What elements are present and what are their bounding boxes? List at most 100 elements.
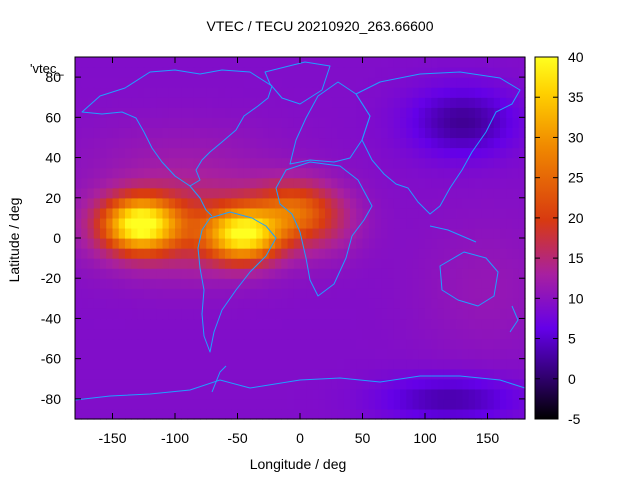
heatmap-cell xyxy=(500,177,507,189)
colorbar-tick-label: 25 xyxy=(568,170,584,186)
heatmap-cell xyxy=(93,147,101,159)
heatmap-cell xyxy=(268,258,276,269)
heatmap-cell xyxy=(387,147,395,159)
heatmap-cell xyxy=(312,77,320,88)
heatmap-cell xyxy=(125,288,132,299)
heatmap-cell xyxy=(243,227,251,239)
heatmap-cell xyxy=(318,378,326,390)
heatmap-cell xyxy=(431,408,439,420)
heatmap-cell xyxy=(312,57,320,68)
heatmap-cell xyxy=(456,238,464,249)
heatmap-cell xyxy=(81,318,89,330)
heatmap-cell xyxy=(350,57,357,68)
heatmap-cell xyxy=(468,328,476,340)
heatmap-cell xyxy=(212,157,220,169)
heatmap-cell xyxy=(212,127,220,139)
heatmap-cell xyxy=(156,388,164,400)
heatmap-cell xyxy=(106,398,114,410)
heatmap-cell xyxy=(362,217,370,229)
heatmap-cell xyxy=(293,258,301,269)
heatmap-cell xyxy=(393,328,401,340)
heatmap-cell xyxy=(256,167,264,179)
heatmap-cell xyxy=(400,87,407,98)
heatmap-cell xyxy=(250,348,257,360)
heatmap-cell xyxy=(406,248,414,259)
heatmap-cell xyxy=(156,278,164,289)
heatmap-cell xyxy=(418,318,426,330)
heatmap-cell xyxy=(337,217,345,229)
heatmap-cell xyxy=(231,197,239,209)
heatmap-cell xyxy=(181,67,189,78)
heatmap-cell xyxy=(500,248,507,259)
heatmap-cell xyxy=(181,358,189,370)
heatmap-cell xyxy=(81,288,89,299)
heatmap-cell xyxy=(400,77,407,88)
heatmap-cell xyxy=(518,268,526,279)
heatmap-cell xyxy=(468,207,476,219)
heatmap-cell xyxy=(393,408,401,420)
heatmap-cell xyxy=(212,177,220,189)
heatmap-cell xyxy=(362,147,370,159)
heatmap-cell xyxy=(325,227,332,239)
heatmap-cell xyxy=(412,258,420,269)
heatmap-cell xyxy=(512,77,520,88)
heatmap-cell xyxy=(143,207,151,219)
heatmap-cell xyxy=(250,268,257,279)
heatmap-cell xyxy=(250,137,257,149)
heatmap-cell xyxy=(325,137,332,149)
heatmap-cell xyxy=(443,258,451,269)
heatmap-cell xyxy=(487,137,495,149)
heatmap-cell xyxy=(475,398,482,410)
heatmap-cell xyxy=(443,207,451,219)
heatmap-cell xyxy=(231,408,239,420)
heatmap-cell xyxy=(81,147,89,159)
heatmap-cell xyxy=(137,358,145,370)
heatmap-cell xyxy=(156,87,164,98)
heatmap-cell xyxy=(418,338,426,350)
heatmap-cell xyxy=(256,57,264,68)
heatmap-cell xyxy=(218,197,226,209)
heatmap-cell xyxy=(131,147,139,159)
heatmap-cell xyxy=(275,227,282,239)
heatmap-cell xyxy=(450,378,457,390)
heatmap-cell xyxy=(181,288,189,299)
heatmap-cell xyxy=(431,258,439,269)
heatmap-cell xyxy=(393,318,401,330)
heatmap-cell xyxy=(181,258,189,269)
heatmap-cell xyxy=(493,227,501,239)
heatmap-cell xyxy=(143,238,151,249)
heatmap-cell xyxy=(337,117,345,128)
heatmap-cell xyxy=(487,388,495,400)
heatmap-cell xyxy=(412,67,420,78)
heatmap-cell xyxy=(75,288,82,299)
heatmap-cell xyxy=(87,127,95,139)
heatmap-cell xyxy=(381,288,389,299)
heatmap-cell xyxy=(418,177,426,189)
heatmap-cell xyxy=(275,328,282,340)
heatmap-cell xyxy=(312,87,320,98)
heatmap-cell xyxy=(306,67,314,78)
heatmap-cell xyxy=(337,328,345,340)
heatmap-cell xyxy=(343,258,351,269)
heatmap-cell xyxy=(287,187,295,199)
heatmap-cell xyxy=(331,157,339,169)
heatmap-cell xyxy=(462,358,470,370)
heatmap-cell xyxy=(187,248,195,259)
heatmap-cell xyxy=(243,348,251,360)
heatmap-cell xyxy=(225,177,232,189)
heatmap-cell xyxy=(518,177,526,189)
heatmap-cell xyxy=(275,408,282,420)
heatmap-cell xyxy=(512,167,520,179)
heatmap-cell xyxy=(362,87,370,98)
heatmap-cell xyxy=(493,57,501,68)
heatmap-cell xyxy=(312,308,320,320)
heatmap-cell xyxy=(100,268,107,279)
heatmap-cell xyxy=(518,238,526,249)
heatmap-cell xyxy=(200,227,207,239)
heatmap-cell xyxy=(368,217,376,229)
heatmap-cell xyxy=(150,167,157,179)
heatmap-cell xyxy=(375,57,382,68)
heatmap-cell xyxy=(118,268,126,279)
heatmap-cell xyxy=(375,137,382,149)
heatmap-cell xyxy=(81,207,89,219)
